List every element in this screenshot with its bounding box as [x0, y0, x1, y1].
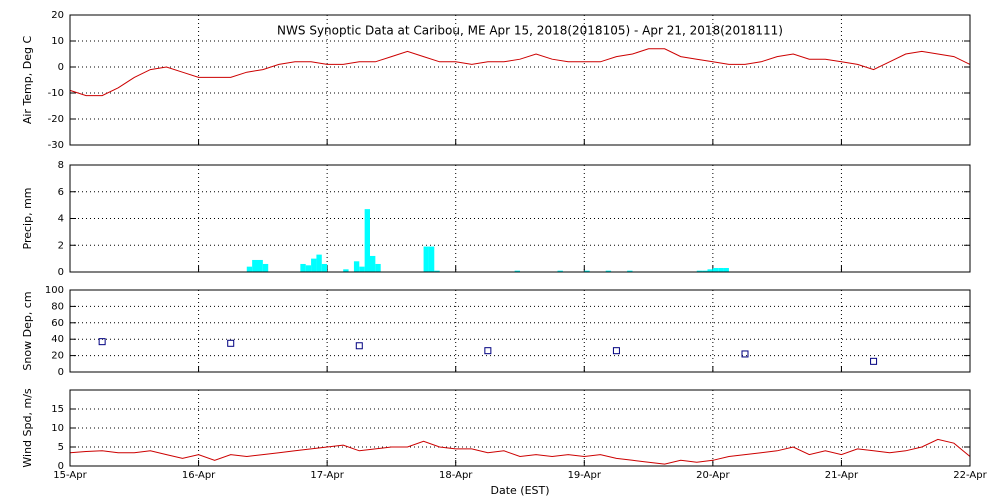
y-tick-label: 20	[51, 10, 64, 21]
y-tick-label: -20	[48, 114, 64, 125]
x-axis-label: Date (EST)	[490, 484, 549, 497]
bar	[305, 265, 312, 272]
point	[741, 350, 749, 358]
bar	[246, 266, 253, 272]
y-axis-label: Air Temp, Deg C	[21, 36, 34, 125]
bar	[353, 261, 360, 272]
x-tick-label: 21-Apr	[825, 470, 859, 481]
y-tick-label: 2	[58, 240, 64, 251]
y-axis-label: Snow Dep, cm	[21, 291, 34, 370]
bar	[434, 270, 440, 272]
y-tick-label: 8	[58, 160, 64, 171]
bar	[370, 255, 376, 272]
y-tick-label: 0	[58, 461, 64, 472]
y-tick-label: 15	[51, 404, 64, 415]
bar	[311, 258, 317, 272]
x-tick-label: 15-Apr	[53, 470, 87, 481]
y-tick-label: 0	[58, 267, 64, 278]
y-tick-label: 6	[58, 187, 64, 198]
bar	[321, 263, 328, 272]
y-axis-label: Wind Spd, m/s	[21, 388, 34, 468]
bar	[557, 270, 563, 272]
y-tick-label: -30	[48, 140, 64, 151]
bar	[316, 254, 322, 272]
bar	[723, 267, 729, 272]
bar	[514, 270, 520, 272]
y-axis-label: Precip, mm	[21, 188, 34, 250]
y-tick-label: 0	[58, 367, 64, 378]
bar	[605, 270, 612, 272]
point	[870, 357, 878, 365]
point	[484, 347, 492, 355]
bar	[707, 269, 713, 272]
bar	[262, 263, 269, 272]
bar	[300, 263, 306, 272]
y-tick-label: 60	[51, 318, 64, 329]
bar	[359, 266, 365, 272]
y-tick-label: 100	[45, 285, 64, 296]
y-tick-label: 80	[51, 301, 64, 312]
chart-title: NWS Synoptic Data at Caribou, ME Apr 15,…	[277, 24, 783, 38]
plot-frame	[69, 164, 971, 273]
x-tick-label: 20-Apr	[696, 470, 730, 481]
x-tick-label: 16-Apr	[182, 470, 216, 481]
data-line	[69, 48, 971, 97]
bar	[364, 209, 370, 272]
point	[98, 338, 106, 346]
x-tick-label: 18-Apr	[439, 470, 473, 481]
y-tick-label: 10	[51, 423, 64, 434]
y-tick-label: 4	[58, 214, 64, 225]
bar	[627, 270, 633, 272]
plot-frame	[69, 289, 971, 373]
bar	[696, 270, 703, 272]
x-tick-label: 17-Apr	[310, 470, 344, 481]
bar	[343, 269, 349, 272]
data-line	[69, 438, 971, 465]
x-tick-label: 22-Apr	[953, 470, 987, 481]
point	[612, 347, 620, 355]
y-tick-label: 5	[58, 442, 64, 453]
bar	[712, 267, 719, 272]
bar	[257, 259, 263, 272]
bar	[423, 246, 429, 272]
plot-frame	[69, 389, 971, 467]
y-tick-label: 0	[58, 62, 64, 73]
bar	[584, 270, 590, 272]
bar	[375, 263, 381, 272]
y-tick-label: 10	[51, 36, 64, 47]
plot-frame	[69, 14, 971, 146]
bar	[702, 270, 708, 272]
y-tick-label: -10	[48, 88, 64, 99]
bar	[252, 259, 258, 272]
bar	[428, 246, 435, 272]
bar	[718, 267, 724, 272]
point	[355, 342, 363, 350]
x-tick-label: 19-Apr	[568, 470, 602, 481]
point	[227, 339, 235, 347]
y-tick-label: 40	[51, 334, 64, 345]
y-tick-label: 20	[51, 351, 64, 362]
